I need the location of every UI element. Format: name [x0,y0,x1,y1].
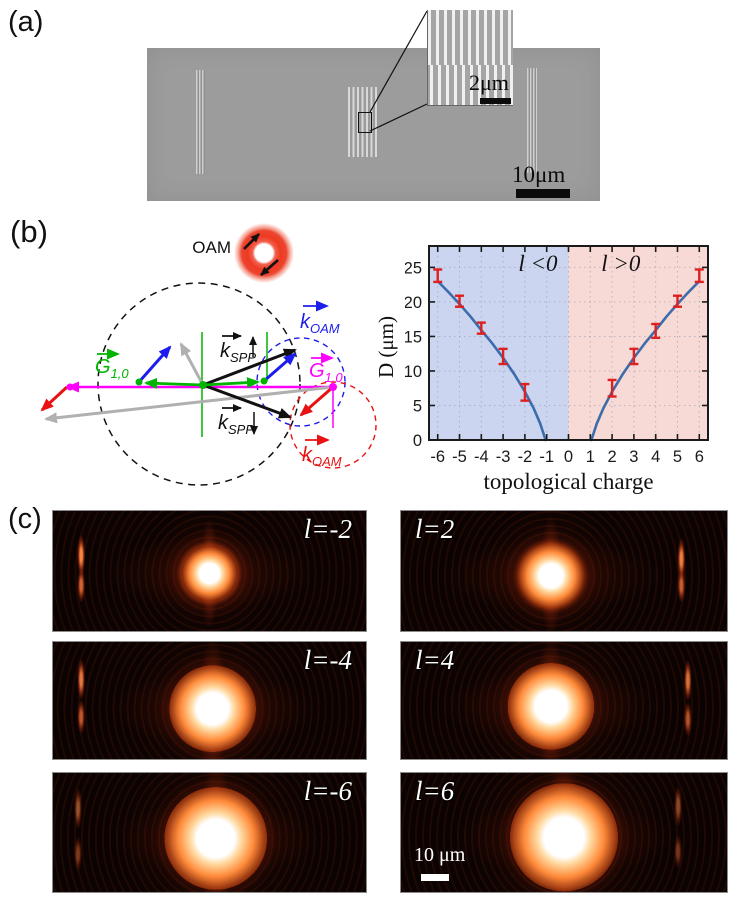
y-tick-label: 10 [405,363,422,381]
oam-circle-blue [256,337,346,427]
y-tick-label: 0 [413,432,422,450]
koam-red-right-vector [299,385,334,417]
chart-ylabel: D (μm) [374,316,398,378]
oam-donut [234,223,294,283]
experiment-image-l6: l=6 10 μm [400,772,728,893]
y-tick-label: 15 [405,328,422,346]
kspp-up-vector [202,348,297,387]
koam-right-vector [263,352,297,383]
kspp-down-vector [202,383,292,419]
vector-labels: G1,0 G1,0 kSPP kSPP kOAM kOAM [95,300,343,469]
x-tick-label: 4 [651,448,660,466]
inset-scale-bar [480,98,511,104]
g10-right-label: G1,0 [309,360,343,385]
g10-right-vector [202,377,260,389]
g10-left-label: G1,0 [95,356,129,381]
y-tick-label: 5 [413,397,422,415]
x-tick-label: -3 [496,448,511,466]
image-scale-text: 10 μm [414,844,466,867]
kspp-down-label: kSPP [218,412,254,437]
x-tick-label: 3 [629,448,638,466]
x-tick-label: 2 [608,448,617,466]
x-tick-label: -4 [474,448,489,466]
koam-red-left-vector [40,385,69,412]
inset-grating-top [428,10,513,65]
image-charge-label: l=2 [415,514,455,544]
sem-zoom-region-outline [358,112,372,133]
left-green-dot [135,378,143,386]
momentum-vector-diagram: OAM G1,0 G1,0 [40,223,377,486]
main-scale-bar [516,189,570,198]
left-magenta-dot [66,383,74,391]
x-tick-label: -1 [539,448,554,466]
panel-c-label: (c) [8,503,42,535]
experiment-image-l4: l=4 [400,641,728,760]
panel-b-label: (b) [10,214,48,249]
oam-spin-arrow-up [243,233,260,250]
kspp-up-label: kSPP [220,340,256,365]
koam-left-vector [137,345,172,383]
spp-k-circle [97,282,301,486]
g10-left-vector [144,377,204,389]
experiment-image-lneg6: l=-6 [52,772,367,893]
region-fill-0 [429,246,569,440]
image-charge-label: l=-2 [303,514,352,544]
region-fill-1 [568,246,708,440]
koam-top-label: kOAM [300,311,340,336]
x-tick-label: 5 [673,448,682,466]
image-scale-bar [420,874,449,882]
x-tick-label: 0 [564,448,573,466]
right-green-dot [260,377,268,385]
curve-negative [436,279,547,442]
region-label-0: l <0 [518,251,558,276]
experiment-image-l2: l=2 [400,510,728,632]
sem-left-slit [196,70,205,174]
experiment-image-lneg4: l=-4 [52,641,367,760]
x-tick-label: 1 [586,448,595,466]
main-scale-text: 10μm [512,162,566,187]
x-tick-label: -2 [518,448,533,466]
chart-xlabel: topological charge [483,469,653,494]
panel-a-label: (a) [8,6,44,38]
image-charge-label: l=-6 [303,776,352,806]
oam-text: OAM [192,238,231,257]
x-tick-label: -6 [430,448,445,466]
experiment-image-lneg2: l=-2 [52,510,367,632]
inset-scale-text: 2μm [469,70,509,95]
gray-short-vector [179,342,205,386]
koam-bottom-label: kOAM [302,444,342,469]
region-label-1: l >0 [601,251,641,276]
right-magenta-dot [329,383,337,391]
y-tick-label: 25 [405,259,422,277]
y-tick-label: 20 [405,294,422,312]
oam-spin-arrow-down [260,259,279,276]
image-charge-label: l=4 [415,645,455,675]
curve-positive [590,279,701,442]
image-charge-label: l=-4 [303,645,352,675]
oam-circle-red [289,381,377,469]
sem-right-slit [527,68,537,173]
x-tick-label: -5 [452,448,467,466]
image-charge-label: l=6 [415,776,455,806]
origin-dot [199,381,207,389]
x-tick-label: 6 [695,448,704,466]
gray-long-vector [44,385,334,424]
